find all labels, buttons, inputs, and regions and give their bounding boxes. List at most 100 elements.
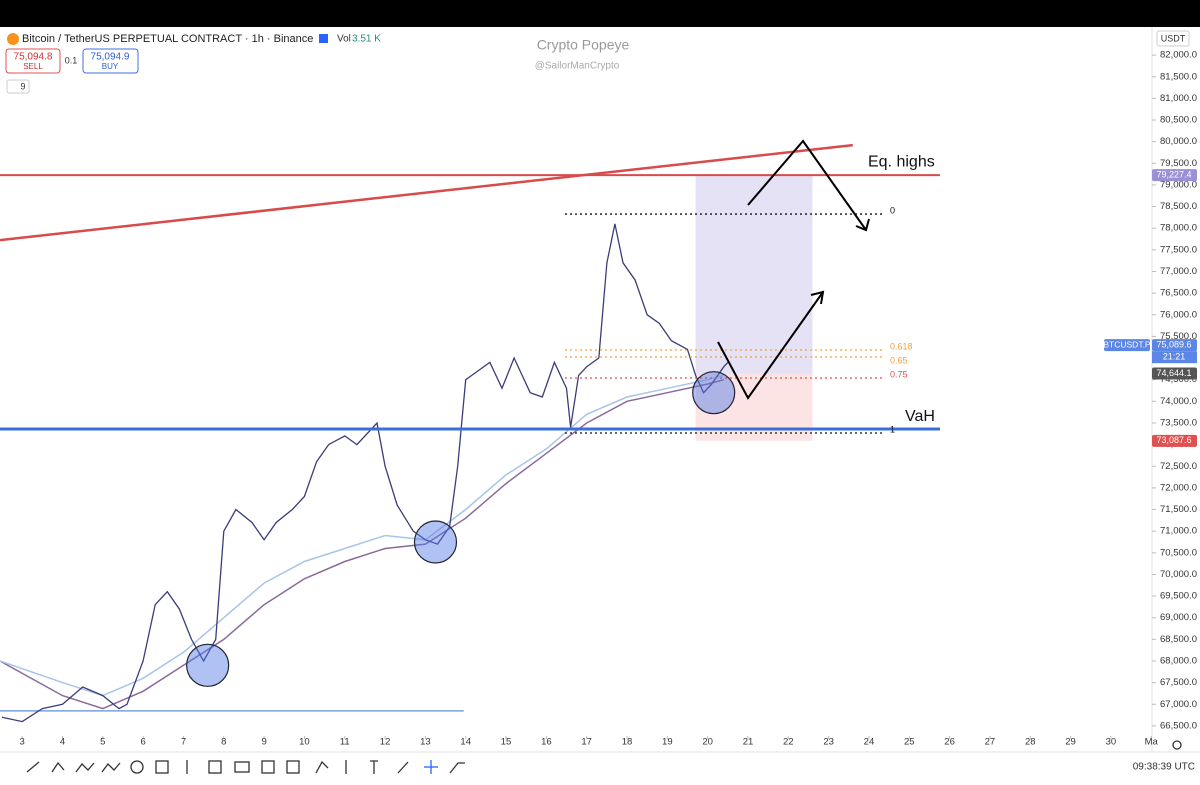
y-tick-label: 79,500.0: [1160, 158, 1197, 169]
watermark-handle: @SailorManCrypto: [535, 61, 620, 72]
price-tag: [1152, 339, 1197, 352]
y-tick-label: 76,000.0: [1160, 309, 1197, 320]
price-tag-label: 73,087.6: [1156, 435, 1191, 445]
x-tick-label: 14: [460, 737, 471, 748]
flag: [319, 34, 328, 43]
tool[interactable]: [155, 760, 169, 774]
y-tick-label: 66,500.0: [1160, 720, 1197, 731]
fib-label: 0: [890, 205, 895, 215]
y-tick-label: 81,000.0: [1160, 93, 1197, 104]
price-line: [1, 223, 729, 723]
arrowhead: [855, 218, 870, 232]
x-tick-label: 13: [420, 737, 431, 748]
tool[interactable]: [370, 760, 378, 774]
ticker-tag: [1104, 339, 1150, 352]
settings[interactable]: [1172, 740, 1182, 750]
x-tick-label: 22: [783, 737, 794, 748]
y-tick-label: 78,500.0: [1160, 201, 1197, 212]
tool[interactable]: [26, 761, 40, 773]
tool[interactable]: [208, 760, 222, 774]
x-tick-label: 6: [140, 737, 145, 748]
y-tick-label: 67,000.0: [1160, 699, 1197, 710]
buy-label: BUY: [102, 62, 119, 71]
tool[interactable]: [397, 761, 409, 774]
arrows: [717, 139, 870, 400]
x-tick-label: Ma: [1145, 737, 1159, 748]
y-tick-label: 76,500.0: [1160, 288, 1197, 299]
tool[interactable]: [75, 762, 95, 773]
target-zone: [695, 175, 813, 374]
spread: 0.1: [65, 55, 78, 65]
x-tick-label: 15: [501, 737, 512, 748]
tool[interactable]: [130, 760, 144, 774]
x-tick-label: 11: [340, 737, 350, 748]
x-tick-label: 24: [864, 737, 875, 748]
x-tick-label: 17: [581, 737, 592, 748]
buy-price: 75,094.9: [91, 52, 130, 63]
watermark-title: Crypto Popeye: [537, 37, 630, 53]
fib-label: 1: [890, 424, 895, 434]
price-tag-label: 75,089.6: [1156, 340, 1191, 350]
x-tick-label: 16: [541, 737, 552, 748]
y-tick-label: 77,000.0: [1160, 266, 1197, 277]
indicator-toggle[interactable]: [6, 79, 30, 94]
eq-highs-label: Eq. highs: [868, 153, 935, 170]
x-tick-label: 29: [1065, 737, 1076, 748]
price-tag: [1152, 434, 1197, 447]
buy-button[interactable]: [82, 48, 139, 74]
sell-label: SELL: [23, 62, 43, 71]
vol-value: 3.51 K: [352, 34, 381, 45]
y-tick-label: 82,000.0: [1160, 50, 1197, 61]
tool[interactable]: [261, 760, 275, 774]
y-tick-label: 69,000.0: [1160, 612, 1197, 623]
x-tick-label: 10: [299, 737, 310, 748]
y-tick-label: 71,000.0: [1160, 526, 1197, 537]
tool[interactable]: [51, 761, 65, 773]
symbol: Bitcoin / TetherUS PERPETUAL CONTRACT · …: [22, 33, 313, 45]
y-tick-label: 68,000.0: [1160, 656, 1197, 667]
x-tick-label: 5: [100, 737, 105, 748]
currency-box[interactable]: [1156, 30, 1190, 47]
y-tick-label: 75,500.0: [1160, 331, 1197, 342]
y-tick-label: 70,500.0: [1160, 547, 1197, 558]
x-tick-label: 18: [622, 737, 633, 748]
y-tick-label: 70,000.0: [1160, 569, 1197, 580]
vol-label: Vol: [337, 34, 351, 45]
fib-label: 0.75: [890, 369, 908, 379]
y-tick-label: 80,500.0: [1160, 115, 1197, 126]
price-tag: [1152, 169, 1197, 182]
tool[interactable]: [286, 760, 300, 774]
y-tick-label: 74,000.0: [1160, 396, 1197, 407]
toolbar: [0, 752, 1200, 780]
arrow-up: [717, 291, 824, 400]
x-tick-label: 4: [60, 737, 65, 748]
x-tick-label: 21: [743, 737, 754, 748]
x-tick-label: 20: [702, 737, 713, 748]
clock: 09:38:39 UTC: [1133, 762, 1195, 773]
x-tick-label: 7: [181, 737, 186, 748]
tool[interactable]: [101, 762, 121, 773]
highlight-circle: [186, 643, 230, 687]
x-tick-label: 12: [380, 737, 391, 748]
x-tick-label: 28: [1025, 737, 1036, 748]
price-tag: [1152, 367, 1197, 380]
y-tick-label: 78,000.0: [1160, 223, 1197, 234]
currency: USDT: [1161, 33, 1186, 43]
arrowhead: [810, 290, 825, 305]
fib-label: 0.618: [890, 341, 913, 351]
moving-average: [0, 374, 724, 697]
tool[interactable]: [449, 762, 465, 774]
ticker-tag-label: BTCUSDT.P: [1103, 339, 1151, 349]
sell-button[interactable]: [5, 48, 61, 74]
y-tick-label: 77,500.0: [1160, 244, 1197, 255]
highlight-circle: [413, 520, 458, 564]
tool[interactable]: [315, 760, 329, 774]
y-tick-label: 73,500.0: [1160, 417, 1197, 428]
tool[interactable]: [234, 761, 250, 773]
indicator-count: 9: [20, 81, 25, 91]
y-tick-label: 72,000.0: [1160, 482, 1197, 493]
x-tick-label: 25: [904, 737, 915, 748]
btc-icon: [7, 33, 19, 45]
fib-label: 0.65: [890, 355, 908, 365]
